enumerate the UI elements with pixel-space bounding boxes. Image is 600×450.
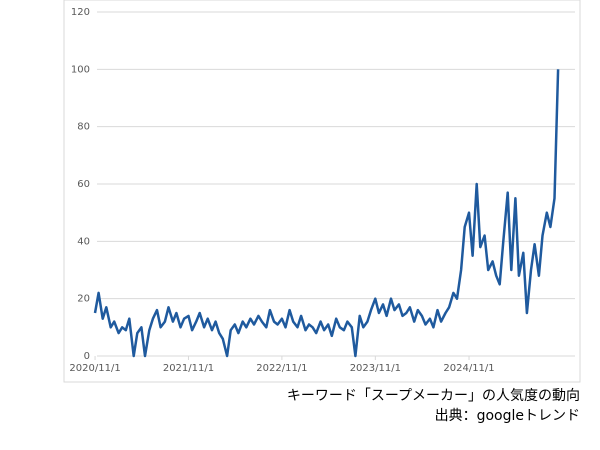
- x-tick-label: 2023/11/1: [350, 363, 401, 374]
- y-tick-label: 100: [71, 64, 90, 75]
- y-tick-label: 0: [84, 351, 90, 362]
- x-tick-label: 2022/11/1: [256, 363, 307, 374]
- series-line: [93, 69, 560, 358]
- y-tick-label: 20: [77, 294, 90, 305]
- x-tick-label: 2024/11/1: [443, 363, 494, 374]
- caption: キーワード「スープメーカー」の人気度の動向: [287, 388, 580, 404]
- y-tick-label: 40: [77, 236, 90, 247]
- x-tick-label: 2020/11/1: [69, 363, 120, 374]
- source: 出典：googleトレンド: [435, 408, 580, 424]
- y-tick-label: 80: [77, 122, 90, 133]
- chart-frame: [63, 0, 581, 383]
- y-tick-label: 120: [71, 7, 90, 18]
- y-tick-label: 60: [77, 179, 90, 190]
- x-tick-label: 2021/11/1: [163, 363, 214, 374]
